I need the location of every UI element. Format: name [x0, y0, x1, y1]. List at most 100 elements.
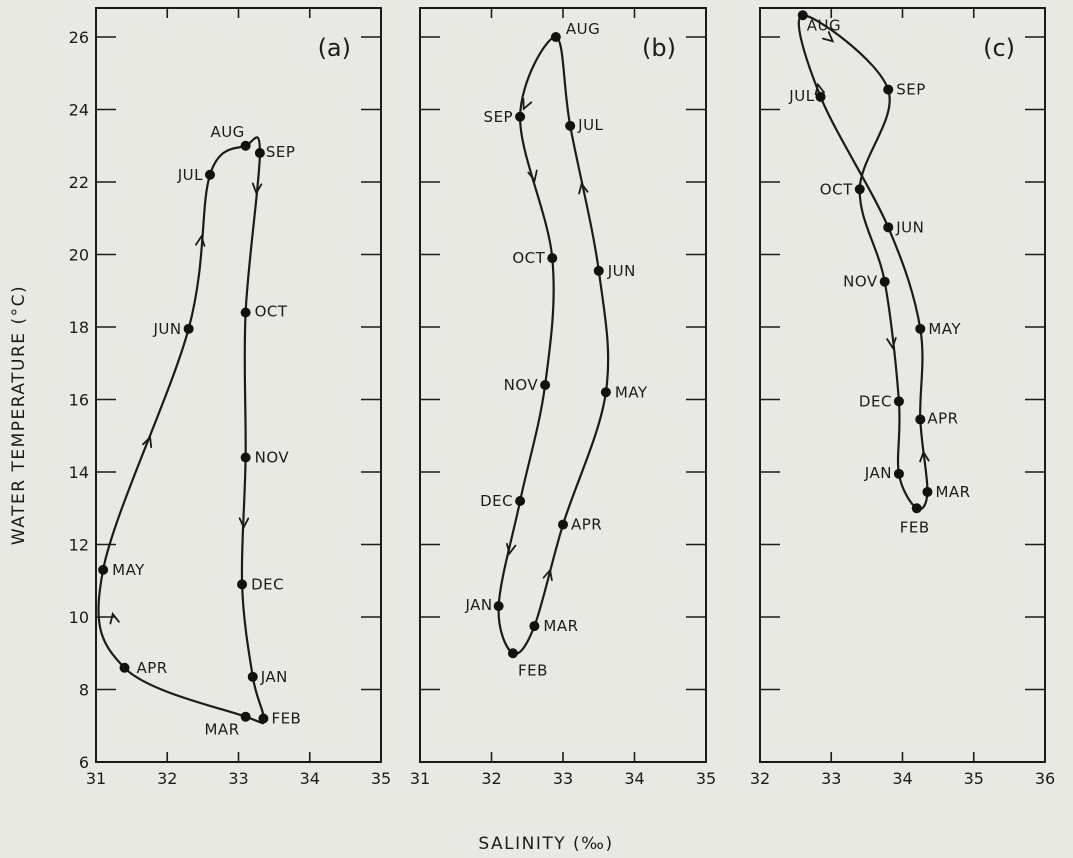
- x-tick-label: 31: [410, 769, 430, 788]
- month-label: NOV: [255, 449, 290, 467]
- x-tick-label: 34: [300, 769, 320, 788]
- data-point-sep: [254, 148, 265, 158]
- data-point-mar: [240, 711, 251, 722]
- data-point-apr: [558, 519, 568, 530]
- data-point-jul: [815, 91, 826, 102]
- month-label: JUN: [153, 320, 182, 338]
- y-tick-label: 22: [69, 173, 89, 192]
- data-point-jun: [883, 222, 894, 233]
- data-point-feb: [258, 713, 269, 724]
- month-label: APR: [137, 659, 168, 677]
- direction-arrow: [919, 450, 930, 463]
- y-tick-label: 20: [69, 246, 89, 265]
- data-point-aug: [550, 32, 561, 42]
- x-tick-label: 34: [892, 769, 912, 788]
- data-point-jun: [593, 265, 604, 276]
- month-label: AUG: [807, 16, 841, 34]
- month-label: JAN: [864, 464, 892, 482]
- panel-tag: (c): [983, 34, 1015, 62]
- month-label: JUN: [895, 218, 924, 236]
- month-label: SEP: [266, 143, 296, 161]
- data-point-jun: [183, 323, 194, 334]
- panel-tag: (b): [642, 34, 676, 62]
- data-point-apr: [915, 414, 926, 425]
- month-label: JAN: [260, 668, 288, 686]
- x-tick-label: 32: [750, 769, 770, 788]
- month-label: DEC: [859, 392, 892, 410]
- data-point-dec: [515, 496, 526, 506]
- x-tick-label: 31: [86, 769, 106, 788]
- direction-arrow: [527, 169, 538, 183]
- x-tick-label: 34: [624, 769, 644, 788]
- data-point-jan: [893, 468, 904, 479]
- x-tick-label: 35: [964, 769, 984, 788]
- data-point-oct: [240, 307, 251, 318]
- month-label: JUL: [788, 87, 814, 105]
- ts-loop-line: [97, 136, 265, 725]
- y-tick-label: 12: [69, 536, 89, 555]
- month-label: AUG: [210, 123, 244, 141]
- data-point-nov: [540, 380, 551, 390]
- data-point-aug: [797, 10, 808, 21]
- panel-b: 31 32 33 34 35 (b) JAN FEB MAR APR MAY JUN JUL AUG SEP…: [410, 7, 716, 788]
- y-tick-label: 16: [69, 391, 89, 410]
- x-axis-label: SALINITY (‰): [478, 834, 613, 854]
- data-point-feb: [507, 648, 518, 659]
- y-tick-label: 24: [69, 101, 89, 120]
- month-label: FEB: [518, 661, 548, 679]
- direction-arrow: [251, 182, 263, 195]
- panel-tag: (a): [318, 34, 351, 62]
- month-label: JAN: [464, 596, 492, 614]
- data-point-nov: [879, 276, 890, 287]
- direction-arrow: [578, 181, 589, 195]
- direction-arrow: [109, 611, 120, 625]
- month-label: OCT: [512, 249, 545, 267]
- month-label: APR: [571, 516, 602, 534]
- x-tick-label: 33: [821, 769, 841, 788]
- month-label: AUG: [566, 20, 600, 38]
- month-label: JUN: [607, 262, 636, 280]
- data-point-mar: [922, 486, 933, 497]
- data-point-aug: [240, 140, 251, 151]
- direction-arrow: [886, 337, 897, 350]
- month-label: SEP: [484, 108, 514, 126]
- x-tick-label: 33: [553, 769, 573, 788]
- data-point-oct: [854, 184, 865, 195]
- direction-arrow: [522, 97, 533, 111]
- month-label: MAY: [112, 561, 145, 579]
- month-label: MAY: [615, 383, 648, 401]
- month-label: JUL: [577, 116, 603, 134]
- x-tick-label: 32: [157, 769, 177, 788]
- month-label: JUL: [177, 166, 203, 184]
- month-label: MAR: [935, 483, 970, 501]
- data-point-may: [98, 564, 109, 575]
- data-point-jan: [493, 601, 504, 612]
- direction-arrow: [238, 517, 250, 530]
- data-point-dec: [893, 396, 904, 407]
- data-point-oct: [547, 253, 558, 264]
- y-tick-label: 8: [79, 681, 89, 700]
- data-point-feb: [911, 503, 922, 514]
- data-point-jan: [247, 671, 258, 682]
- x-tick-label: 35: [371, 769, 391, 788]
- data-point-may: [915, 323, 926, 334]
- data-point-jul: [205, 169, 215, 180]
- panel-a: 6 8 10 12 14 16 18 20 22 24 26 31 32 33 34 35 (a) JAN FEB M…: [69, 7, 391, 788]
- y-tick-label: 14: [69, 463, 89, 482]
- data-point-jul: [565, 120, 576, 131]
- month-label: FEB: [271, 710, 301, 728]
- month-label: DEC: [480, 492, 513, 510]
- data-point-apr: [119, 662, 130, 673]
- month-label: FEB: [900, 518, 930, 536]
- x-tick-label: 33: [228, 769, 248, 788]
- y-tick-label: 18: [69, 318, 89, 337]
- y-tick-label: 10: [69, 608, 89, 627]
- data-point-nov: [240, 452, 251, 463]
- y-tick-label: 26: [69, 28, 89, 47]
- data-point-sep: [883, 84, 894, 95]
- x-tick-label: 36: [1035, 769, 1055, 788]
- month-label: APR: [927, 409, 958, 427]
- direction-arrow: [195, 234, 206, 247]
- data-point-dec: [237, 579, 248, 590]
- month-label: OCT: [820, 180, 853, 198]
